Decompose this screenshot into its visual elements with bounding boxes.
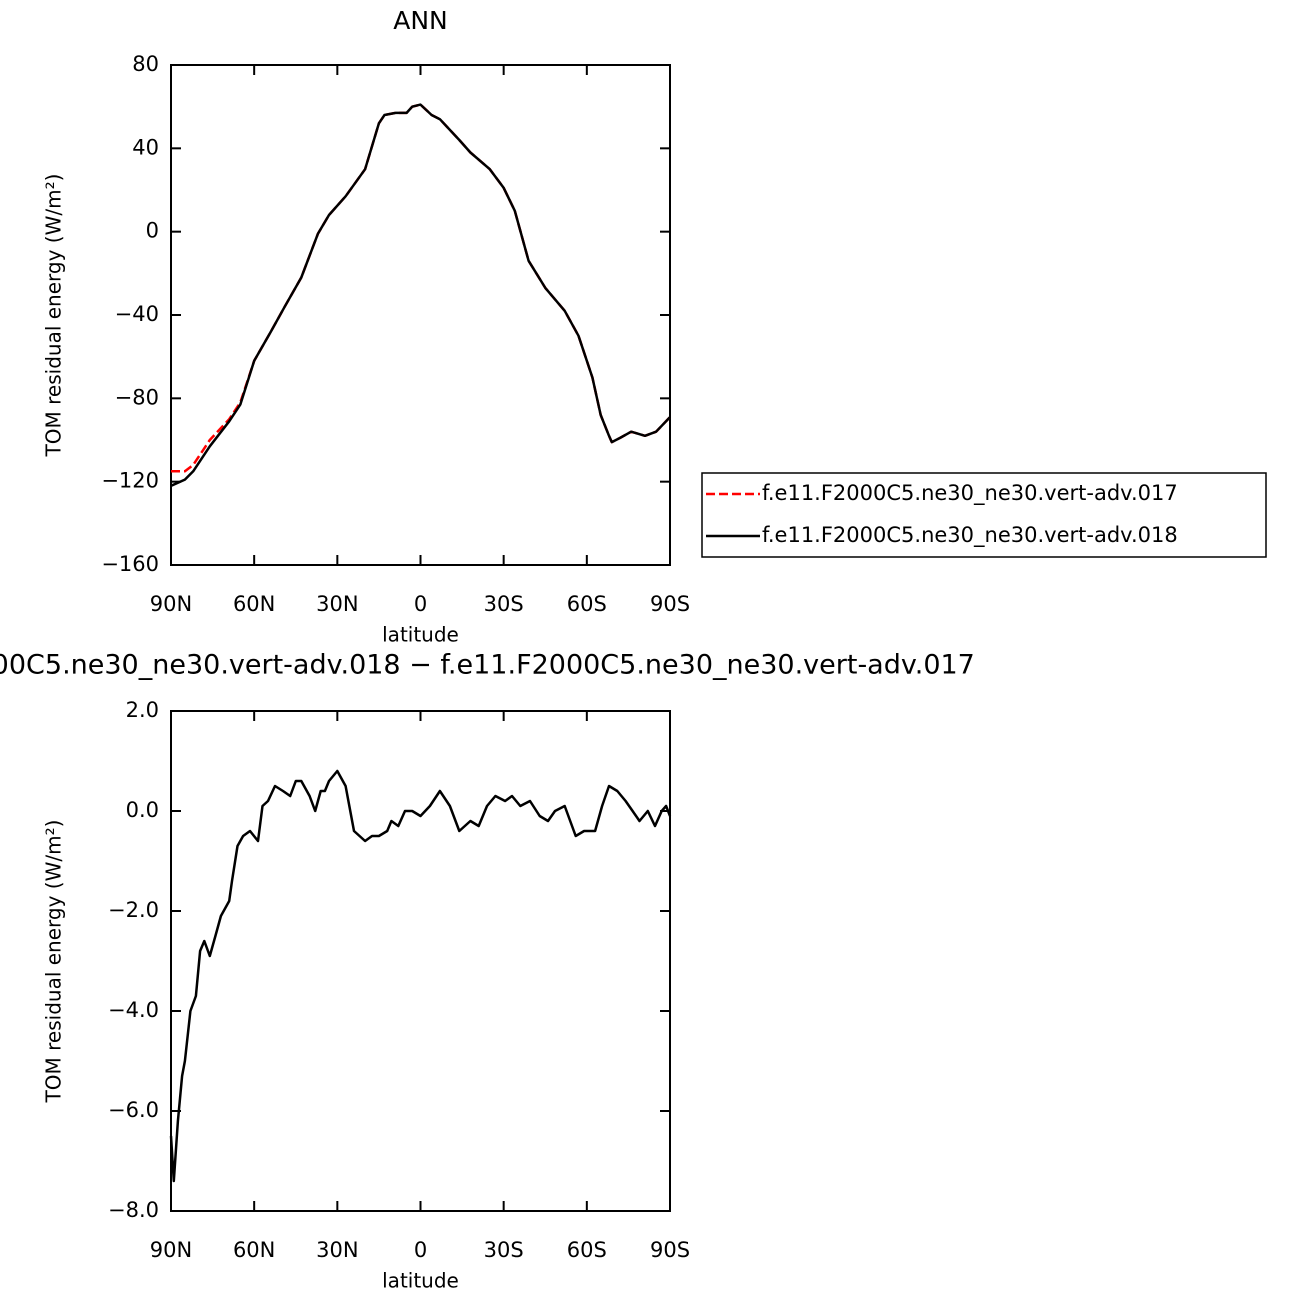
x-axis-label: latitude — [382, 1269, 459, 1293]
x-tick-label: 30N — [316, 592, 358, 616]
line-series — [171, 103, 671, 473]
plot: ANN 90N 60N 30N 0 30S 60S 90S −160 −120 −80 −40 0 40 8… — [42, 6, 1267, 647]
x-tick-label: 90N — [150, 1238, 192, 1262]
y-tick-label: 0.0 — [126, 798, 159, 822]
x-tick-label: 0 — [414, 1238, 427, 1262]
x-tick-label: 60N — [233, 592, 275, 616]
x-tick-label: 30S — [484, 592, 524, 616]
y-tick-label: 0 — [146, 219, 159, 243]
x-axis-label: latitude — [382, 623, 459, 647]
plot-frame — [170, 710, 671, 1212]
chart-title: ANN — [393, 6, 448, 35]
chart-title: f.e11.F2000C5.ne30_ne30.vert-adv.018 − f… — [0, 650, 975, 681]
x-tick-label: 30N — [316, 1238, 358, 1262]
y-tick-label: −160 — [101, 552, 159, 576]
y-tick-label: 40 — [132, 135, 159, 159]
line-series — [170, 103, 671, 487]
x-tick-label: 90S — [650, 1238, 690, 1262]
y-tick-label: −4.0 — [108, 998, 159, 1022]
x-tick-label: 60S — [567, 592, 607, 616]
y-tick-label: −8.0 — [108, 1198, 159, 1222]
y-tick-label: −6.0 — [108, 1098, 159, 1122]
line-series — [169, 769, 672, 1183]
legend-label: f.e11.F2000C5.ne30_ne30.vert-adv.018 — [762, 523, 1178, 548]
x-tick-label: 90N — [150, 592, 192, 616]
y-tick-label: −80 — [115, 385, 159, 409]
plot: f.e11.F2000C5.ne30_ne30.vert-adv.018 − f… — [0, 650, 975, 1293]
x-tick-label: 60N — [233, 1238, 275, 1262]
y-tick-label: −40 — [115, 302, 159, 326]
legend-label: f.e11.F2000C5.ne30_ne30.vert-adv.017 — [762, 481, 1178, 506]
x-tick-label: 90S — [650, 592, 690, 616]
plot-frame — [170, 64, 671, 566]
y-tick-label: 2.0 — [126, 698, 159, 722]
y-axis-label: TOM residual energy (W/m²) — [42, 174, 66, 458]
x-tick-label: 60S — [567, 1238, 607, 1262]
legend-box — [701, 472, 1267, 558]
y-tick-label: −2.0 — [108, 898, 159, 922]
x-tick-label: 30S — [484, 1238, 524, 1262]
x-tick-label: 0 — [414, 592, 427, 616]
y-axis-label: TOM residual energy (W/m²) — [42, 820, 66, 1104]
y-tick-label: 80 — [132, 52, 159, 76]
y-tick-label: −120 — [101, 469, 159, 493]
